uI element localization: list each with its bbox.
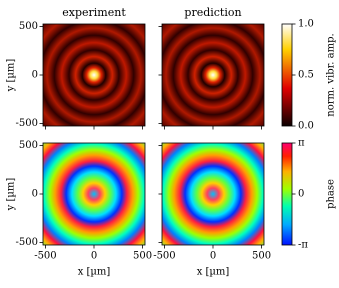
heatmap-image bbox=[43, 24, 145, 126]
x-axis-label: x [µm] bbox=[197, 267, 230, 278]
colorbar-tick-label: 1.0 bbox=[298, 19, 314, 30]
heatmap-image bbox=[162, 24, 264, 126]
y-tick-label: 500 bbox=[19, 140, 38, 151]
y-tick-label: -500 bbox=[16, 118, 38, 129]
colorbar-label: norm. vibr. amp. bbox=[326, 33, 337, 116]
x-tick-label: 0 bbox=[210, 251, 216, 262]
heatmap-image bbox=[43, 143, 145, 245]
panel-title: experiment bbox=[62, 6, 126, 19]
y-axis-label: y [µm] bbox=[6, 178, 17, 212]
x-axis-label: x [µm] bbox=[78, 267, 111, 278]
x-tick-label: 0 bbox=[91, 251, 97, 262]
y-axis-label: y [µm] bbox=[6, 59, 17, 93]
x-tick-label: -500 bbox=[34, 251, 56, 262]
colorbar-tick-label: -π bbox=[298, 240, 308, 251]
y-tick-label: 0 bbox=[32, 189, 38, 200]
y-tick-label: 500 bbox=[19, 21, 38, 32]
colorbar-tick-label: 0.0 bbox=[298, 121, 314, 132]
colorbar-tick-label: 0 bbox=[298, 189, 304, 200]
y-tick-label: 0 bbox=[32, 70, 38, 81]
colorbar-tick-label: π bbox=[298, 138, 305, 149]
colorbar-label: phase bbox=[326, 179, 337, 209]
panel-title: prediction bbox=[184, 6, 241, 19]
colorbar bbox=[282, 143, 292, 245]
heatmap-image bbox=[162, 143, 264, 245]
y-tick-label: -500 bbox=[16, 237, 38, 248]
x-tick-label: -500 bbox=[153, 251, 175, 262]
colorbar-tick-label: 0.5 bbox=[298, 70, 314, 81]
x-tick-label: 500 bbox=[252, 251, 271, 262]
colorbar bbox=[282, 24, 292, 126]
x-tick-label: 500 bbox=[133, 251, 152, 262]
